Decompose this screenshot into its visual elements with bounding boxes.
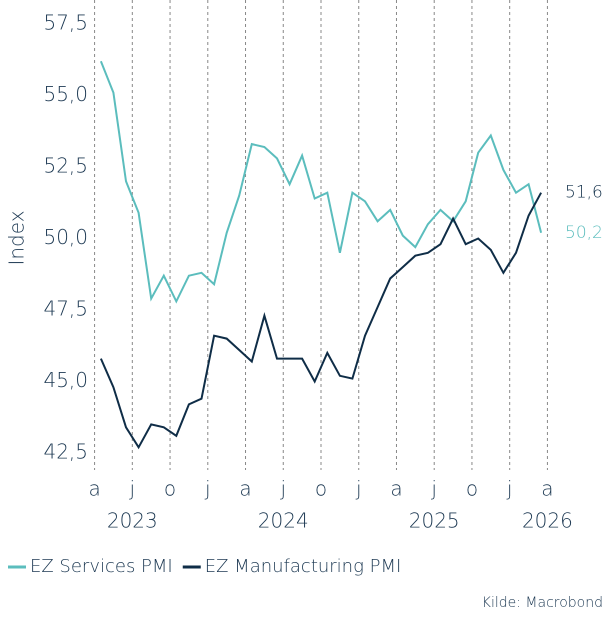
year-label: 2023 [107, 509, 158, 533]
x-tick-label: j [204, 477, 211, 501]
x-tick-label: a [541, 477, 553, 501]
x-tick-label: j [355, 477, 362, 501]
year-label: 2024 [258, 509, 309, 533]
y-tick-label: 52,5 [43, 154, 88, 178]
y-tick-label: 45,0 [43, 368, 88, 392]
y-tick-label: 47,5 [43, 297, 88, 321]
year-label: 2026 [522, 509, 573, 533]
x-tick-label: a [390, 477, 402, 501]
x-tick-label: j [129, 477, 136, 501]
source: Kilde: Macrobond [482, 595, 603, 611]
x-tick-label: j [506, 477, 513, 501]
y-tick-label: 55,0 [43, 82, 88, 106]
x-tick-label: a [239, 477, 251, 501]
legend-label: EZ Services PMI [30, 556, 173, 577]
x-tick-label: j [279, 477, 286, 501]
x-tick-label: o [315, 477, 327, 501]
x-tick-label: o [164, 477, 176, 501]
y-tick-label: 50,0 [43, 225, 88, 249]
end-label: 51,6 [565, 183, 603, 203]
end-label: 50,2 [565, 223, 603, 243]
x-tick-label: j [430, 477, 437, 501]
y-axis-label: Index [5, 210, 29, 265]
series-line [99, 60, 543, 304]
year-label: 2025 [409, 509, 460, 533]
x-tick-label: o [466, 477, 478, 501]
x-tick-label: a [88, 477, 100, 501]
series-line [99, 192, 542, 450]
y-tick-label: 57,5 [43, 11, 88, 35]
legend-label: EZ Manufacturing PMI [205, 556, 402, 577]
y-tick-label: 42,5 [43, 440, 88, 464]
